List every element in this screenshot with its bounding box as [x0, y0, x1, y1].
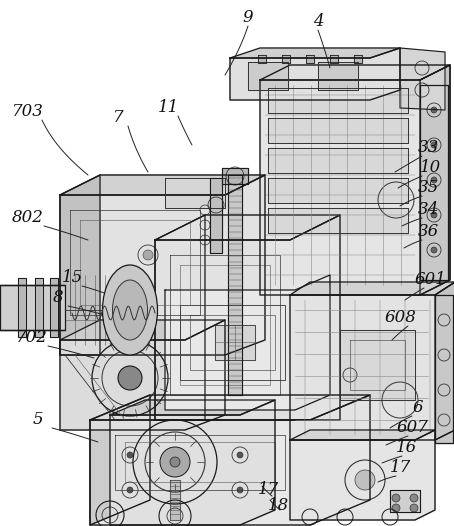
Polygon shape [390, 490, 420, 512]
Polygon shape [60, 175, 100, 355]
Polygon shape [155, 215, 205, 420]
Ellipse shape [113, 280, 148, 340]
Text: 702: 702 [16, 329, 48, 347]
Polygon shape [60, 175, 265, 355]
Polygon shape [354, 55, 362, 63]
Polygon shape [155, 215, 340, 240]
Polygon shape [400, 48, 445, 110]
Ellipse shape [103, 265, 158, 355]
Text: 36: 36 [417, 224, 439, 240]
Polygon shape [165, 275, 330, 410]
Polygon shape [435, 295, 453, 443]
Circle shape [431, 212, 437, 218]
Polygon shape [90, 395, 370, 420]
Polygon shape [290, 282, 454, 295]
Text: 802: 802 [12, 209, 44, 227]
Circle shape [160, 447, 190, 477]
Polygon shape [210, 178, 222, 253]
Text: 16: 16 [395, 440, 417, 457]
Text: 607: 607 [396, 420, 428, 437]
Text: 601: 601 [414, 271, 446, 288]
Text: 35: 35 [417, 179, 439, 197]
Polygon shape [268, 118, 408, 143]
Polygon shape [155, 215, 340, 420]
Polygon shape [60, 320, 225, 430]
Polygon shape [435, 282, 454, 440]
Polygon shape [260, 65, 450, 80]
Polygon shape [248, 62, 288, 90]
Circle shape [392, 494, 400, 502]
Circle shape [410, 504, 418, 512]
Polygon shape [110, 400, 275, 415]
Text: 703: 703 [12, 104, 44, 120]
Circle shape [410, 494, 418, 502]
Circle shape [118, 366, 142, 390]
Polygon shape [290, 282, 454, 440]
Polygon shape [50, 278, 58, 337]
Polygon shape [35, 278, 43, 337]
Polygon shape [230, 48, 400, 100]
Polygon shape [306, 55, 314, 63]
Polygon shape [222, 168, 248, 184]
Text: 15: 15 [61, 269, 83, 287]
Text: 4: 4 [313, 14, 323, 31]
Polygon shape [215, 325, 255, 360]
Polygon shape [260, 65, 450, 295]
Polygon shape [228, 175, 242, 395]
Polygon shape [170, 480, 180, 520]
Text: 18: 18 [267, 498, 289, 514]
Polygon shape [290, 430, 435, 520]
Circle shape [143, 250, 153, 260]
Text: 5: 5 [33, 411, 43, 429]
Polygon shape [90, 395, 370, 525]
Polygon shape [90, 395, 150, 525]
Circle shape [127, 452, 133, 458]
Polygon shape [60, 175, 265, 195]
Text: 17: 17 [257, 481, 279, 499]
Polygon shape [290, 430, 435, 440]
Circle shape [355, 470, 375, 490]
Text: 17: 17 [390, 460, 410, 477]
Polygon shape [268, 148, 408, 173]
Polygon shape [60, 320, 225, 340]
Text: 33: 33 [417, 139, 439, 157]
Polygon shape [268, 178, 408, 203]
Polygon shape [18, 278, 26, 337]
Circle shape [431, 142, 437, 148]
Polygon shape [0, 285, 65, 330]
Circle shape [392, 504, 400, 512]
Polygon shape [282, 55, 290, 63]
Circle shape [170, 457, 180, 467]
Circle shape [431, 177, 437, 183]
Text: 10: 10 [419, 159, 441, 177]
Text: 11: 11 [158, 99, 178, 116]
Text: 7: 7 [113, 109, 123, 126]
Text: 34: 34 [417, 201, 439, 218]
Circle shape [237, 452, 243, 458]
Circle shape [431, 247, 437, 253]
Circle shape [237, 487, 243, 493]
Polygon shape [258, 55, 266, 63]
Polygon shape [268, 208, 408, 233]
Circle shape [431, 107, 437, 113]
Polygon shape [230, 48, 400, 58]
Polygon shape [110, 400, 275, 525]
Polygon shape [330, 55, 338, 63]
Text: 6: 6 [413, 400, 423, 417]
Polygon shape [268, 88, 408, 113]
Polygon shape [318, 62, 358, 90]
Text: 8: 8 [53, 289, 63, 307]
Polygon shape [420, 65, 450, 295]
Polygon shape [340, 330, 415, 400]
Polygon shape [165, 178, 225, 208]
Circle shape [127, 487, 133, 493]
Text: 9: 9 [243, 9, 253, 26]
Polygon shape [420, 85, 448, 280]
Text: 608: 608 [384, 309, 416, 327]
